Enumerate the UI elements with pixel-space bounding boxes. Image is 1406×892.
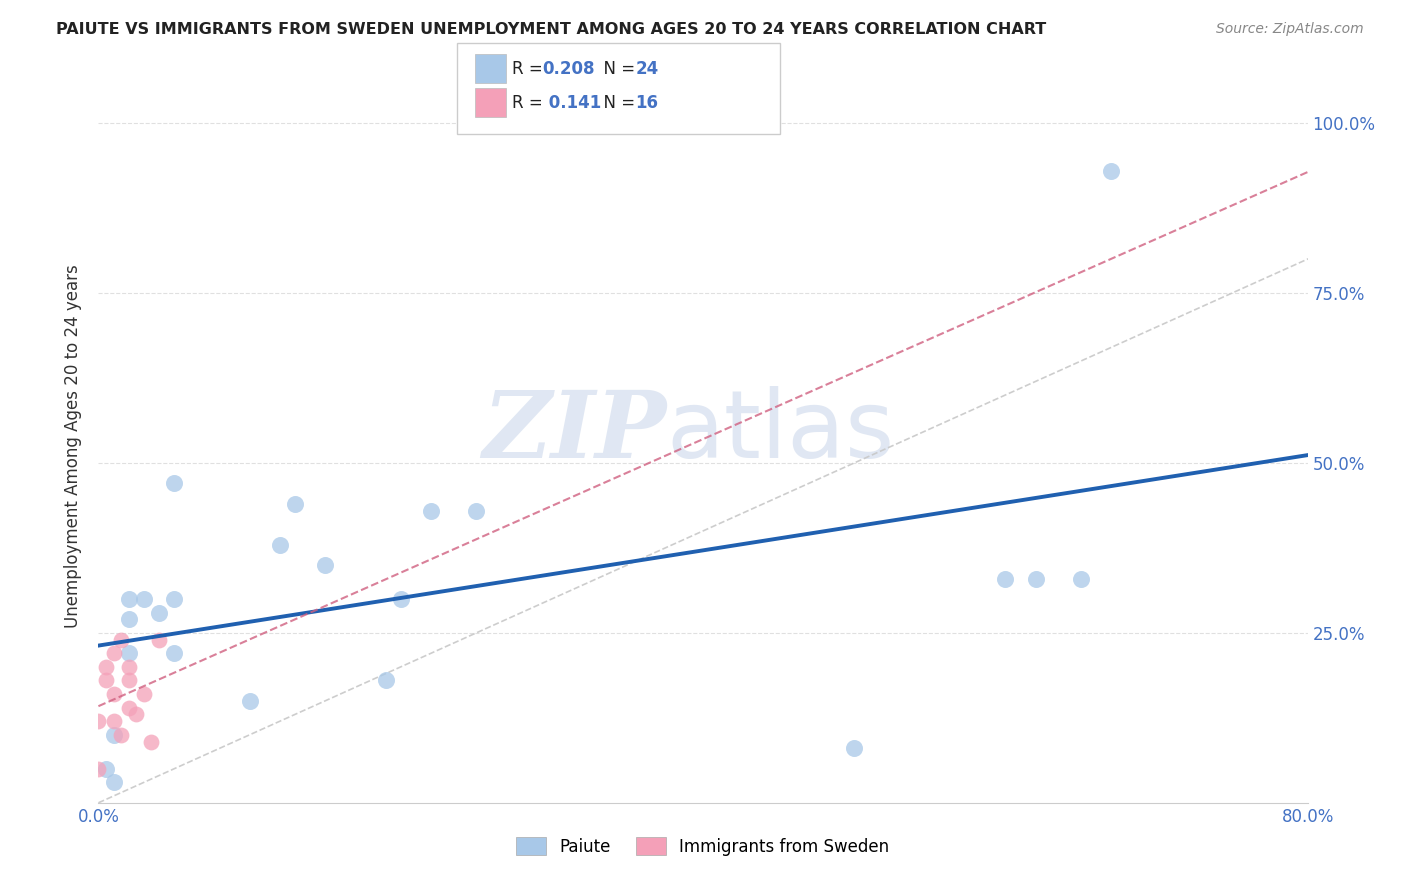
Point	[994, 572, 1017, 586]
Point	[125, 707, 148, 722]
Point	[389, 591, 412, 606]
Point	[103, 687, 125, 701]
Point	[118, 591, 141, 606]
Point	[118, 612, 141, 626]
Point	[284, 497, 307, 511]
Point	[420, 503, 443, 517]
Point	[314, 558, 336, 572]
Point	[94, 762, 117, 776]
Point	[132, 687, 155, 701]
Point	[374, 673, 396, 688]
Text: N =: N =	[593, 60, 641, 78]
Text: N =: N =	[593, 94, 641, 112]
Point	[148, 632, 170, 647]
Text: R =: R =	[512, 60, 548, 78]
Point	[118, 673, 141, 688]
Point	[118, 646, 141, 660]
Text: ZIP: ZIP	[482, 387, 666, 476]
Point	[148, 606, 170, 620]
Point	[163, 591, 186, 606]
Point	[103, 646, 125, 660]
Point	[141, 734, 163, 748]
Point	[87, 714, 110, 729]
Text: PAIUTE VS IMMIGRANTS FROM SWEDEN UNEMPLOYMENT AMONG AGES 20 TO 24 YEARS CORRELAT: PAIUTE VS IMMIGRANTS FROM SWEDEN UNEMPLO…	[56, 22, 1046, 37]
Y-axis label: Unemployment Among Ages 20 to 24 years: Unemployment Among Ages 20 to 24 years	[65, 264, 83, 628]
Text: 0.141: 0.141	[543, 94, 600, 112]
Text: 24: 24	[636, 60, 659, 78]
Text: R =: R =	[512, 94, 548, 112]
Point	[1070, 572, 1092, 586]
Point	[269, 537, 291, 551]
Point	[132, 591, 155, 606]
Point	[163, 476, 186, 491]
Point	[118, 660, 141, 674]
Point	[844, 741, 866, 756]
Point	[239, 694, 262, 708]
Point	[103, 728, 125, 742]
Point	[94, 660, 117, 674]
Point	[110, 728, 132, 742]
Point	[118, 700, 141, 714]
Point	[94, 673, 117, 688]
Point	[465, 503, 488, 517]
Text: 0.208: 0.208	[543, 60, 595, 78]
Point	[1024, 572, 1046, 586]
Point	[103, 775, 125, 789]
Point	[1099, 163, 1122, 178]
Point	[110, 632, 132, 647]
Text: 16: 16	[636, 94, 658, 112]
Point	[103, 714, 125, 729]
Text: Source: ZipAtlas.com: Source: ZipAtlas.com	[1216, 22, 1364, 37]
Legend: Paiute, Immigrants from Sweden: Paiute, Immigrants from Sweden	[510, 830, 896, 863]
Text: atlas: atlas	[666, 385, 896, 478]
Point	[163, 646, 186, 660]
Point	[87, 762, 110, 776]
